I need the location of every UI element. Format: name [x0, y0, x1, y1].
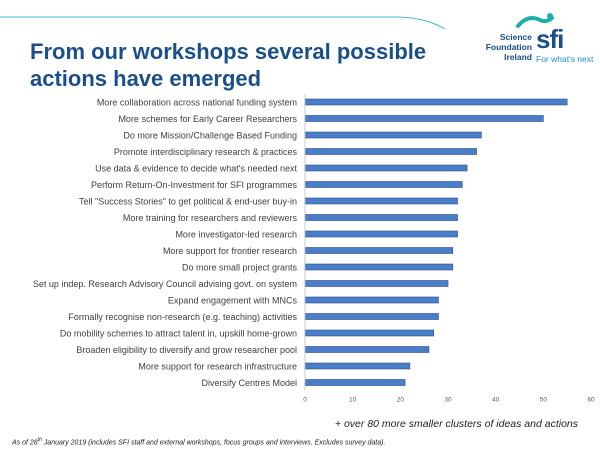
bar — [304, 247, 454, 254]
footnote-main: + over 80 more smaller clusters of ideas… — [334, 418, 578, 430]
x-tick-label: 20 — [397, 397, 405, 404]
slide-title: From our workshops several possible acti… — [30, 39, 427, 91]
category-label: Set up indep. Research Advisory Council … — [33, 279, 297, 289]
category-label: More training for researchers and review… — [123, 213, 298, 223]
footnote-source-superscript: th — [37, 437, 42, 443]
category-label: Do mobility schemes to attract talent in… — [60, 329, 297, 339]
x-tick-label: 50 — [540, 397, 548, 404]
x-tick-label: 60 — [587, 397, 595, 404]
category-label: More support for frontier research — [163, 246, 297, 256]
x-tick-label: 30 — [444, 397, 452, 404]
category-label: Use data & evidence to decide what's nee… — [95, 164, 297, 174]
category-label: Perform Return-On-Investment for SFI pro… — [91, 180, 298, 190]
footnote-source-suffix: January 2019 (includes SFI staff and ext… — [41, 439, 386, 447]
category-label: Diversify Centres Model — [201, 378, 297, 388]
header-decorative-line — [0, 16, 446, 30]
footnote-source: As of 28th January 2019 (includes SFI st… — [12, 437, 385, 446]
bar — [304, 280, 449, 287]
bar — [304, 329, 434, 337]
category-label: Broaden eligibility to diversify and gro… — [76, 345, 297, 355]
category-label: Expand engagement with MNCs — [168, 296, 298, 306]
logo-mark: sfi — [536, 24, 564, 54]
bar — [304, 214, 458, 221]
category-label: Do more small project grants — [182, 263, 298, 273]
bar — [304, 115, 544, 122]
category-label: Do more Mission/Challenge Based Funding — [123, 131, 297, 141]
bar — [304, 148, 477, 155]
logo-org-line-1: Science — [499, 32, 532, 42]
x-tick-label: 10 — [349, 397, 357, 404]
category-label: Formally recognise non-research (e.g. te… — [68, 312, 297, 322]
bar — [304, 197, 458, 205]
category-label: More support for research infrastructure — [138, 362, 297, 372]
category-label: More investigator-led research — [175, 230, 297, 240]
bar — [304, 296, 439, 304]
bar — [304, 230, 458, 238]
x-tick-label: 0 — [303, 397, 307, 404]
bar — [304, 98, 568, 106]
category-label: More collaboration across national fundi… — [97, 98, 297, 108]
bar — [304, 164, 468, 172]
bar-chart: More collaboration across national fundi… — [33, 94, 595, 404]
x-tick-label: 40 — [492, 397, 500, 404]
logo-tagline: For what's next — [536, 54, 594, 64]
sfi-logo: Science Foundation Ireland sfi For what'… — [478, 12, 594, 70]
bar — [304, 263, 454, 271]
bar — [304, 379, 406, 386]
bar — [304, 346, 430, 353]
bar — [304, 362, 411, 370]
logo-org-line-3: Ireland — [504, 52, 532, 62]
logo-org-name: Science Foundation Ireland — [486, 32, 532, 62]
category-label: Promote interdisciplinary research & pra… — [114, 147, 298, 157]
logo-swirl-icon — [516, 13, 554, 28]
category-label: More schemes for Early Career Researcher… — [118, 114, 297, 124]
footnote-source-prefix: As of 28 — [12, 439, 38, 447]
logo-org-line-2: Foundation — [485, 42, 532, 52]
category-label: Tell "Success Stories" to get political … — [79, 197, 297, 207]
bar — [304, 131, 482, 139]
bar — [304, 313, 439, 320]
bar — [304, 181, 463, 188]
